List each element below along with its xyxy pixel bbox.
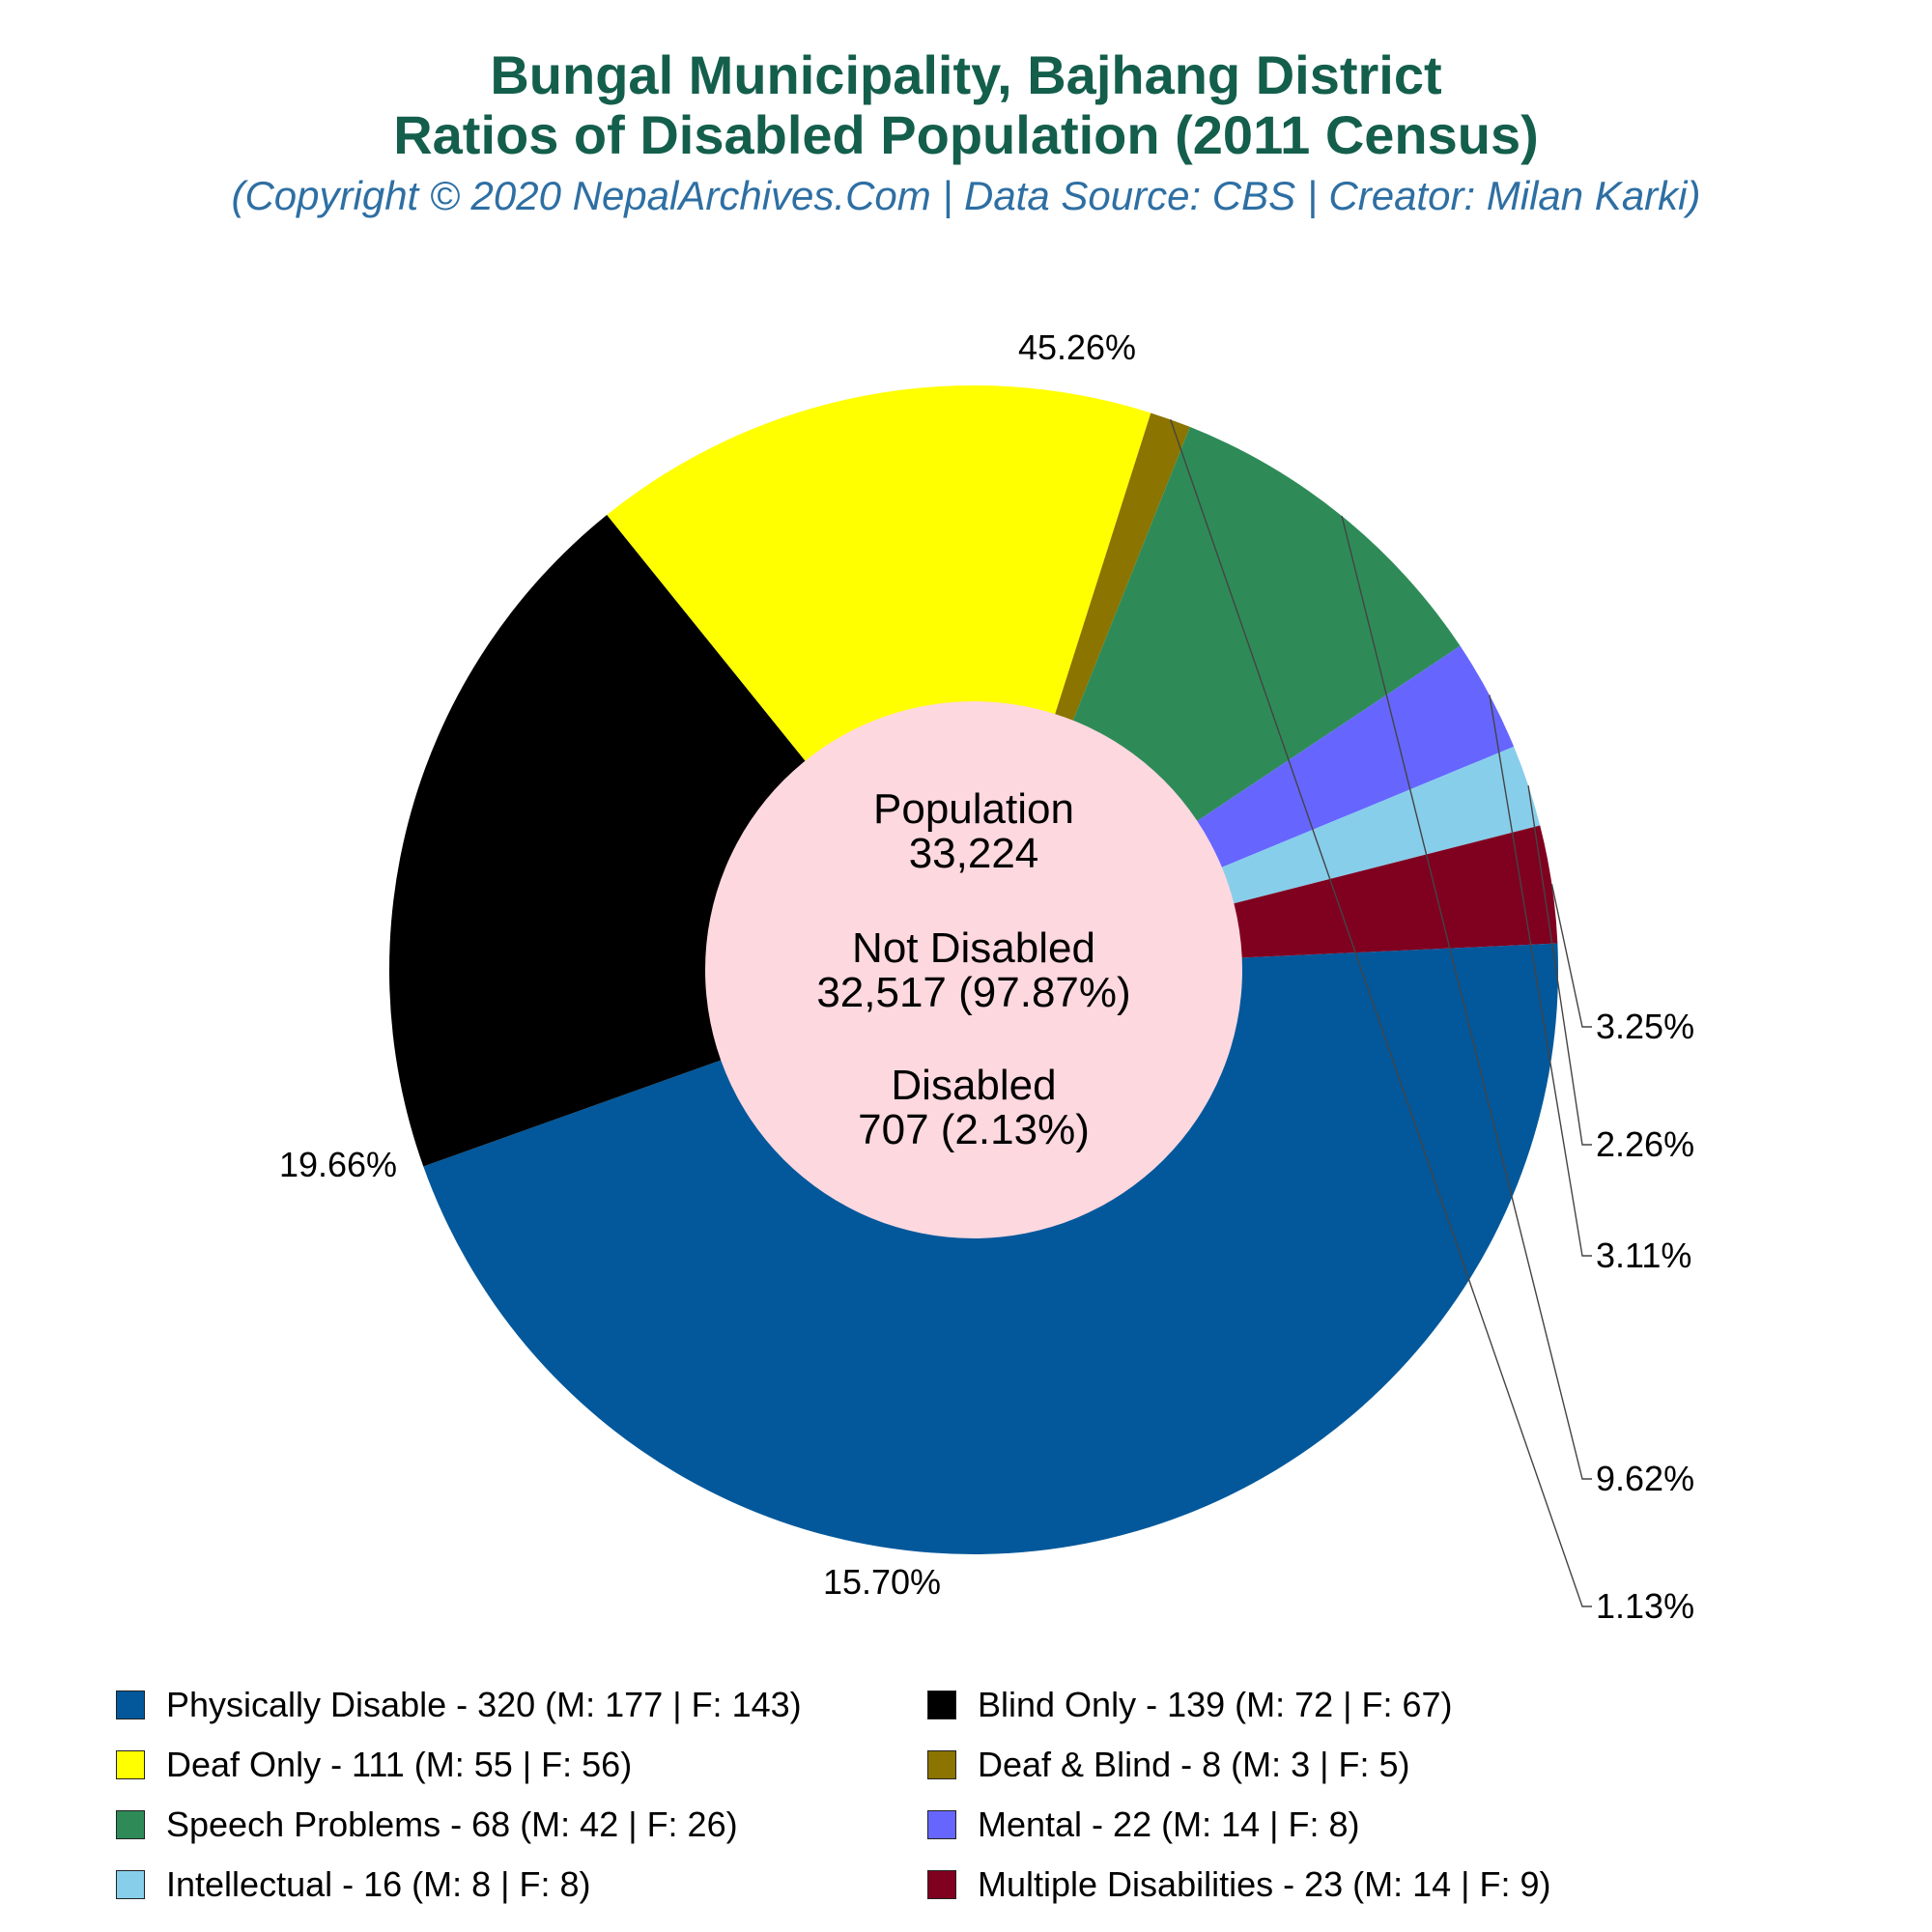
leader-line bbox=[1170, 419, 1592, 1607]
center-disabled-value: 707 (2.13%) bbox=[858, 1106, 1090, 1153]
legend-label: Blind Only - 139 (M: 72 | F: 67) bbox=[978, 1685, 1453, 1724]
legend-swatch bbox=[116, 1750, 145, 1779]
pie-slice-physically-disable bbox=[423, 943, 1559, 1555]
legend-item: Physically Disable - 320 (M: 177 | F: 14… bbox=[116, 1681, 802, 1729]
percent-labels: 45.26% 19.66% 15.70% 1.13% 9.62% 3.11% 2.26% 3.… bbox=[279, 327, 1694, 1626]
percent-label: 3.25% bbox=[1596, 1007, 1694, 1046]
legend-label: Physically Disable - 320 (M: 177 | F: 14… bbox=[166, 1685, 802, 1724]
legend-item: Deaf & Blind - 8 (M: 3 | F: 5) bbox=[927, 1741, 1410, 1789]
percent-label: 45.26% bbox=[1018, 327, 1136, 367]
leader-line bbox=[1341, 515, 1592, 1480]
legend-swatch bbox=[927, 1810, 956, 1839]
leader-line bbox=[1550, 883, 1592, 1028]
leader-line bbox=[1527, 785, 1592, 1146]
legend-swatch bbox=[927, 1690, 956, 1719]
legend-item: Deaf Only - 111 (M: 55 | F: 56) bbox=[116, 1741, 632, 1789]
legend-label: Speech Problems - 68 (M: 42 | F: 26) bbox=[166, 1804, 738, 1844]
legend-swatch bbox=[116, 1870, 145, 1899]
legend-item: Multiple Disabilities - 23 (M: 14 | F: 9… bbox=[927, 1861, 1551, 1909]
legend-label: Mental - 22 (M: 14 | F: 8) bbox=[978, 1804, 1360, 1844]
percent-label: 15.70% bbox=[823, 1562, 941, 1602]
percent-label: 1.13% bbox=[1596, 1586, 1694, 1626]
center-disabled-label: Disabled bbox=[891, 1062, 1056, 1109]
legend-swatch bbox=[116, 1690, 145, 1719]
center-population-value: 33,224 bbox=[909, 830, 1039, 877]
legend-label: Multiple Disabilities - 23 (M: 14 | F: 9… bbox=[978, 1864, 1551, 1904]
legend-item: Speech Problems - 68 (M: 42 | F: 26) bbox=[116, 1801, 738, 1849]
percent-label: 3.11% bbox=[1596, 1236, 1691, 1275]
center-circle bbox=[705, 701, 1242, 1238]
leader-line bbox=[1489, 695, 1592, 1257]
legend-swatch bbox=[116, 1810, 145, 1839]
legend-label: Intellectual - 16 (M: 8 | F: 8) bbox=[166, 1864, 591, 1904]
legend-label: Deaf & Blind - 8 (M: 3 | F: 5) bbox=[978, 1745, 1410, 1784]
percent-label: 2.26% bbox=[1596, 1124, 1694, 1164]
center-not-disabled-value: 32,517 (97.87%) bbox=[816, 969, 1130, 1016]
legend-item: Intellectual - 16 (M: 8 | F: 8) bbox=[116, 1861, 591, 1909]
chart-title-line-2: Ratios of Disabled Population (2011 Cens… bbox=[393, 104, 1539, 165]
percent-label: 9.62% bbox=[1596, 1459, 1694, 1498]
center-not-disabled-label: Not Disabled bbox=[852, 924, 1095, 972]
legend-item: Mental - 22 (M: 14 | F: 8) bbox=[927, 1801, 1359, 1849]
legend-item: Blind Only - 139 (M: 72 | F: 67) bbox=[927, 1681, 1453, 1729]
pie-chart: 45.26% 19.66% 15.70% 1.13% 9.62% 3.11% 2.26% 3.… bbox=[279, 327, 1694, 1626]
legend-swatch bbox=[927, 1870, 956, 1899]
chart-subtitle: (Copyright © 2020 NepalArchives.Com | Da… bbox=[231, 173, 1701, 218]
legend-label: Deaf Only - 111 (M: 55 | F: 56) bbox=[166, 1745, 633, 1784]
chart-title-line-1: Bungal Municipality, Bajhang District bbox=[490, 44, 1442, 105]
leader-lines bbox=[1170, 419, 1592, 1607]
percent-label: 19.66% bbox=[279, 1145, 397, 1184]
center-population-label: Population bbox=[873, 785, 1074, 833]
legend-swatch bbox=[927, 1750, 956, 1779]
